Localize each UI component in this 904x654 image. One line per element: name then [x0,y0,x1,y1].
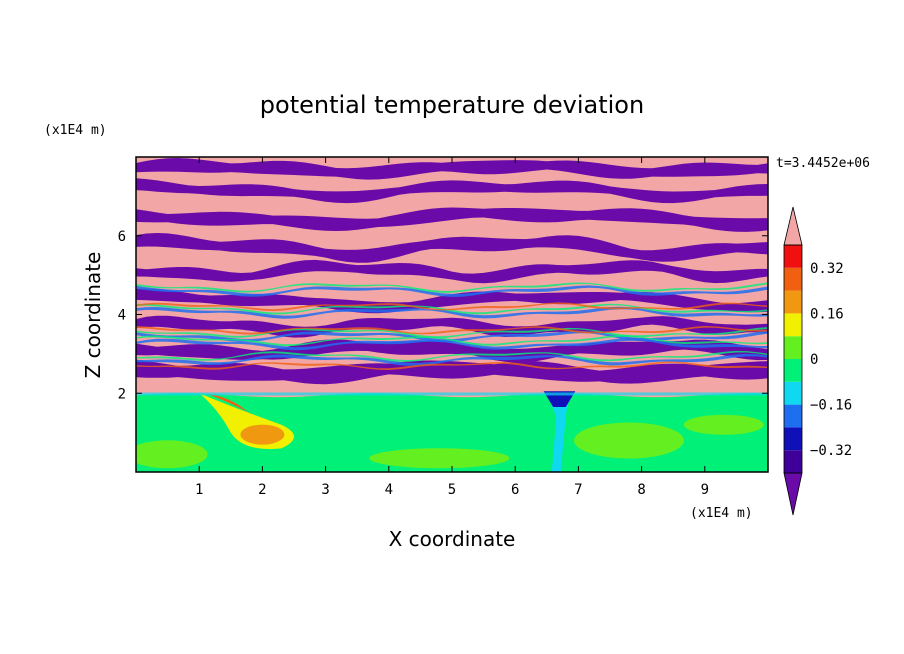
blue-filament-3 [136,353,768,366]
colorbar-label: 0.16 [810,306,844,322]
x-axis-ticks: 1 2 3 4 5 6 7 8 9 [195,157,709,498]
colorbar-under-triangle [783,472,803,516]
green-filament-5 [136,335,768,346]
x-axis-label: X coordinate [389,527,516,551]
green-filament-2 [136,303,768,315]
green-filament-1 [136,327,768,339]
light-green-patch-2 [369,448,510,469]
purple-band-5 [136,259,768,284]
purple-band-9 [136,359,768,385]
colorbar-segment [784,427,802,451]
purple-band-3 [136,207,768,232]
colorbar-segment [784,245,802,268]
x-tick-label: 7 [574,482,582,498]
blue-filament-1 [136,330,768,343]
blue-filament-5 [136,338,768,351]
y-axis-unit: (x1E4 m) [44,123,107,138]
orange-filament-1 [136,326,768,335]
purple-band-4 [136,233,768,263]
purple-band-7 [136,315,768,338]
green-filament-4 [136,282,768,293]
y-axis-ticks: 2 4 6 [118,229,768,402]
y-tick-label: 4 [118,308,126,324]
light-green-patch-1 [573,422,684,459]
x-tick-label: 3 [321,482,329,498]
y-tick-label: 6 [118,229,126,245]
time-label: t=3.4452e+06 [776,156,870,171]
x-tick-label: 8 [637,482,645,498]
colorbar: 0.32 0.16 0 −0.16 −0.32 [783,206,852,516]
colorbar-segment [784,359,802,382]
light-green-patch-4 [683,414,764,435]
colorbar-over-triangle [783,206,803,246]
orange-filament-3 [136,302,768,312]
y-axis-label: Z coordinate [81,252,105,379]
colorbar-label: −0.32 [810,443,852,459]
x-tick-label: 5 [448,482,456,498]
colorbar-frame [783,244,803,474]
colorbar-segment [784,336,802,359]
colorbar-segment [784,404,802,428]
orange-filament-2 [136,361,768,370]
colorbar-segment [784,290,802,314]
colorbar-segment [784,267,802,291]
contour-field [136,157,768,472]
light-green-patch-3 [136,440,208,469]
cold-plume-cyan [546,393,569,472]
x-tick-label: 2 [258,482,266,498]
x-tick-label: 6 [511,482,519,498]
x-tick-label: 1 [195,482,203,498]
colorbar-segment [784,313,802,337]
interface-line [136,392,768,396]
blue-filament-2 [136,306,768,319]
purple-band-2 [136,178,768,204]
y-tick-label: 2 [118,386,126,402]
colorbar-label: 0.32 [810,261,844,277]
colorbar-label: 0 [810,352,818,368]
blue-filament-4 [136,285,768,297]
colorbar-segment [784,381,802,405]
purple-band-1 [136,158,768,180]
colorbar-segment [784,450,802,473]
x-tick-label: 9 [701,482,709,498]
warm-plume-orange [240,424,285,445]
x-tick-label: 4 [385,482,393,498]
green-filament-3 [136,350,768,362]
colorbar-label: −0.16 [810,398,852,414]
purple-band-6 [136,288,768,314]
chart-title: potential temperature deviation [260,91,644,119]
x-axis-unit: (x1E4 m) [690,506,753,521]
